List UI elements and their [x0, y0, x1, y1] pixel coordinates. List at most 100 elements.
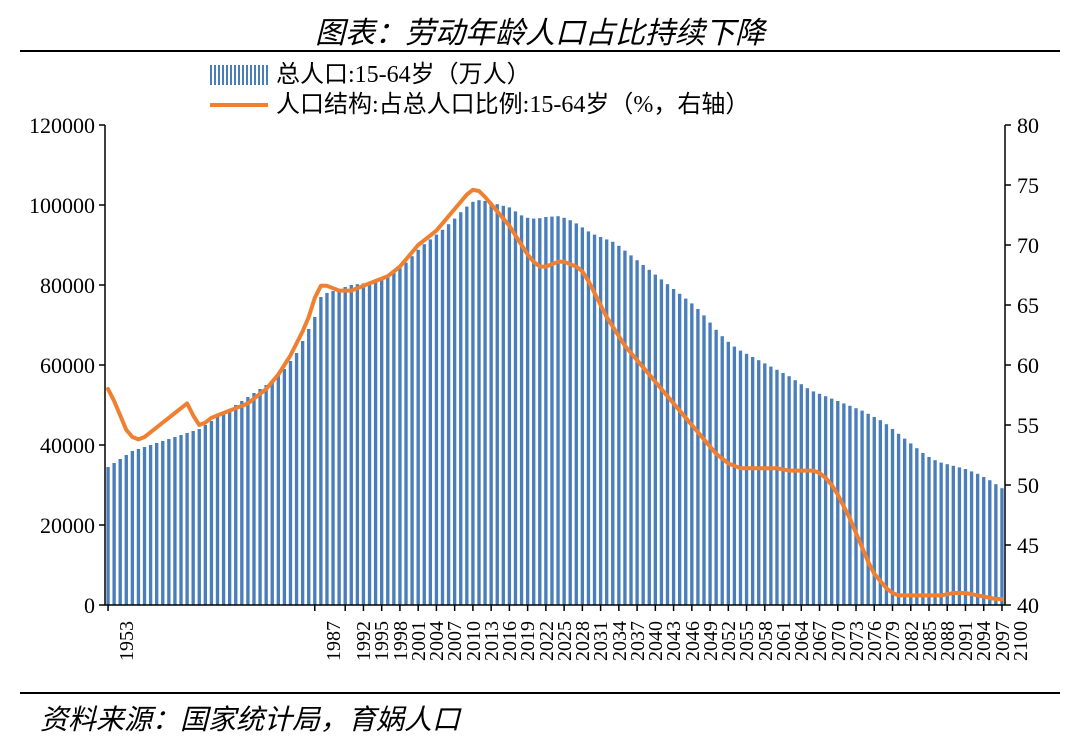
bar [885, 424, 888, 605]
bar [264, 385, 267, 605]
bar [739, 351, 742, 605]
bar [623, 251, 626, 605]
bar [952, 466, 955, 605]
bar [228, 409, 231, 605]
bar [417, 250, 420, 605]
bar [939, 463, 942, 605]
bar [240, 401, 243, 605]
bar [666, 284, 669, 605]
bar [794, 380, 797, 605]
bar [714, 330, 717, 605]
bar [386, 275, 389, 605]
bar [921, 453, 924, 605]
divider-bottom [20, 692, 1060, 694]
bar [994, 484, 997, 605]
bar [337, 289, 340, 605]
bar [745, 354, 748, 605]
bar [489, 203, 492, 605]
legend-swatch-line [210, 103, 268, 107]
bar [964, 469, 967, 605]
y1-tick-label: 60000 [40, 353, 95, 379]
bar [696, 309, 699, 605]
bar [581, 227, 584, 605]
bar [161, 441, 164, 605]
bar [125, 455, 128, 605]
bar [818, 394, 821, 605]
bar [131, 451, 134, 605]
bar [325, 293, 328, 605]
bar [483, 201, 486, 605]
bar [477, 200, 480, 605]
bar [690, 303, 693, 605]
bar [423, 244, 426, 605]
legend: 总人口:15-64岁（万人） 人口结构:占总人口比例:15-64岁（%，右轴） [210, 60, 749, 120]
source-text: 资料来源：国家统计局，育娲人口 [40, 698, 460, 738]
bar [398, 268, 401, 605]
bar [806, 388, 809, 605]
bar [277, 375, 280, 605]
bar [812, 391, 815, 605]
bar [635, 260, 638, 605]
bar [429, 239, 432, 605]
bar [556, 216, 559, 605]
y2-tick-label: 40 [1017, 593, 1039, 619]
bar [824, 396, 827, 605]
plot-area [105, 125, 1005, 605]
y2-tick-label: 80 [1017, 113, 1039, 139]
bar [465, 207, 468, 605]
bar [295, 353, 298, 605]
legend-swatch-bar [210, 65, 268, 85]
bar [258, 389, 261, 605]
bar [471, 202, 474, 605]
bar [216, 417, 219, 605]
bar [751, 357, 754, 605]
bar [891, 429, 894, 605]
bar [763, 363, 766, 605]
bar [599, 237, 602, 605]
bar [575, 223, 578, 605]
bar [982, 477, 985, 605]
y1-tick-label: 40000 [40, 433, 95, 459]
bar [143, 447, 146, 605]
bar [800, 384, 803, 605]
bar [380, 278, 383, 605]
bar [234, 405, 237, 605]
legend-label-line: 人口结构:占总人口比例:15-64岁（%，右轴） [276, 90, 749, 120]
bar [927, 457, 930, 605]
y1-tick-label: 80000 [40, 273, 95, 299]
bar [410, 256, 413, 605]
x-tick-label: 2100 [1010, 621, 1033, 661]
y2-tick-label: 60 [1017, 353, 1039, 379]
bar [672, 289, 675, 605]
bar [356, 284, 359, 605]
bar [289, 361, 292, 605]
bar [642, 265, 645, 605]
bar [733, 347, 736, 605]
bar [374, 280, 377, 605]
bar [204, 425, 207, 605]
y1-tick-label: 100000 [29, 193, 95, 219]
bar [897, 434, 900, 605]
chart-container: 图表：劳动年龄人口占比持续下降 总人口:15-64岁（万人） 人口结构:占总人口… [0, 0, 1080, 743]
bar [331, 291, 334, 605]
bar [252, 393, 255, 605]
bar [946, 464, 949, 605]
bar [368, 282, 371, 605]
bar [149, 445, 152, 605]
bar [1000, 488, 1003, 605]
bar [544, 217, 547, 605]
bar [769, 367, 772, 605]
bar [246, 397, 249, 605]
bar [562, 218, 565, 605]
bar [708, 323, 711, 605]
legend-item-line: 人口结构:占总人口比例:15-64岁（%，右轴） [210, 90, 749, 120]
bar [453, 219, 456, 605]
y2-tick-label: 65 [1017, 293, 1039, 319]
bar [958, 467, 961, 605]
bar [915, 448, 918, 605]
bar [173, 437, 176, 605]
bar [617, 246, 620, 605]
y2-tick-label: 50 [1017, 473, 1039, 499]
bar [538, 218, 541, 605]
bar [830, 399, 833, 605]
